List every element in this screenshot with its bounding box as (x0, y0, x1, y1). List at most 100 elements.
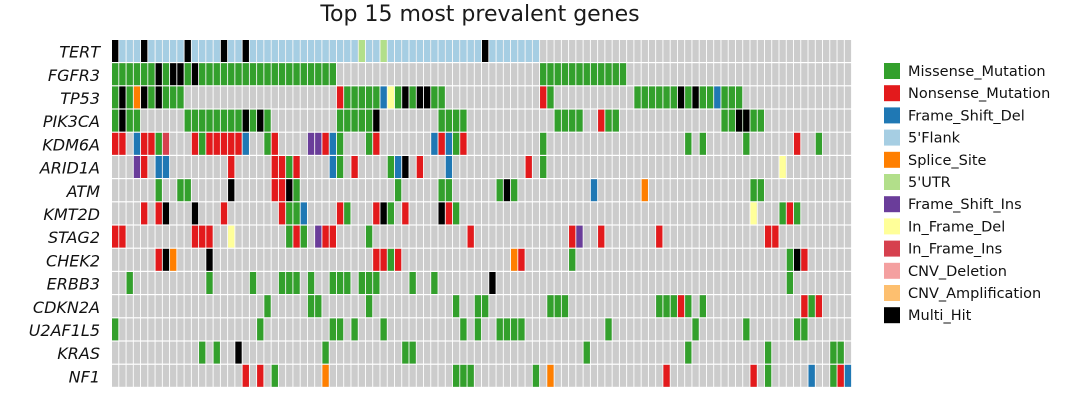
cell-empty (133, 295, 141, 318)
mutation-cell-pik3ca (721, 109, 728, 132)
gene-label-pik3ca: PIK3CA (43, 112, 100, 131)
mutation-cell-chek2 (793, 248, 801, 271)
mutation-cell-atm (750, 179, 757, 202)
cell-empty (598, 202, 605, 225)
mutation-cell-kdm6a (699, 132, 706, 155)
cell-empty (402, 364, 409, 387)
cell-empty (590, 272, 598, 294)
mutation-cell-cdkn2a (547, 295, 554, 318)
cell-empty (373, 295, 380, 318)
cell-empty (532, 202, 540, 225)
cell-empty (605, 156, 612, 178)
mutation-cell-stag2 (199, 225, 206, 248)
cell-empty (692, 40, 699, 62)
cell-empty (830, 40, 837, 62)
cell-empty (482, 248, 489, 271)
cell-empty (764, 248, 772, 271)
cell-empty (387, 295, 395, 318)
cell-empty (750, 248, 757, 271)
mutation-cell-tp53 (423, 86, 431, 109)
cell-empty (358, 132, 366, 155)
cell-empty (264, 341, 271, 364)
cell-empty (126, 248, 133, 271)
cell-empty (663, 179, 670, 202)
cell-empty (271, 109, 278, 132)
mutation-cell-arid1a (540, 156, 547, 178)
mutation-cell-tert (133, 40, 141, 62)
mutation-cell-tert (344, 40, 351, 62)
mutation-cell-tert (141, 40, 148, 62)
mutation-cell-stag2 (191, 225, 199, 248)
cell-empty (184, 318, 191, 341)
cell-empty (300, 318, 307, 341)
mutation-cell-u2af1l5 (112, 318, 119, 341)
cell-empty (554, 86, 561, 109)
cell-empty (677, 225, 685, 248)
cell-empty (315, 364, 322, 387)
mutation-cell-atm (155, 179, 162, 202)
cell-empty (336, 179, 344, 202)
cell-empty (757, 63, 765, 86)
cell-empty (750, 86, 757, 109)
cell-empty (786, 156, 794, 178)
mutation-cell-fgfr3 (126, 63, 133, 86)
cell-empty (830, 272, 837, 294)
cell-empty (656, 364, 663, 387)
cell-empty (402, 272, 409, 294)
cell-empty (801, 156, 808, 178)
cell-empty (670, 202, 677, 225)
mutation-cell-pik3ca (126, 109, 133, 132)
cell-empty (656, 341, 663, 364)
mutation-cell-kdm6a (743, 132, 750, 155)
cell-empty (518, 109, 525, 132)
cell-empty (518, 364, 525, 387)
cell-empty (322, 272, 329, 294)
cell-empty (206, 202, 213, 225)
mutation-cell-u2af1l5 (460, 318, 467, 341)
cell-empty (344, 248, 351, 271)
cell-empty (177, 156, 184, 178)
cell-empty (612, 318, 619, 341)
cell-empty (191, 272, 199, 294)
cell-empty (605, 295, 612, 318)
legend-label: Frame_Shift_Del (908, 108, 1025, 124)
cell-empty (199, 86, 206, 109)
cell-empty (373, 341, 380, 364)
mutation-cell-fgfr3 (112, 63, 119, 86)
cell-empty (779, 109, 786, 132)
mutation-cell-kmt2d (786, 202, 794, 225)
cell-empty (793, 295, 801, 318)
cell-empty (830, 86, 837, 109)
cell-empty (322, 179, 329, 202)
cell-empty (532, 179, 540, 202)
cell-empty (213, 295, 220, 318)
cell-empty (503, 86, 511, 109)
cell-empty (685, 272, 692, 294)
cell-empty (467, 272, 474, 294)
mutation-cell-cdkn2a (801, 295, 808, 318)
cell-empty (808, 109, 815, 132)
cell-empty (837, 318, 844, 341)
cell-empty (119, 364, 126, 387)
cell-empty (692, 156, 699, 178)
cell-empty (329, 295, 336, 318)
mutation-cell-kmt2d (300, 202, 307, 225)
cell-empty (801, 341, 808, 364)
mutation-cell-tert (329, 40, 336, 62)
cell-empty (271, 86, 278, 109)
mutation-cell-arid1a (394, 156, 402, 178)
mutation-cell-tp53 (634, 86, 641, 109)
cell-empty (779, 248, 786, 271)
cell-empty (648, 63, 656, 86)
cell-empty (264, 179, 271, 202)
cell-empty (598, 364, 605, 387)
cell-empty (452, 156, 460, 178)
cell-empty (692, 295, 699, 318)
cell-empty (503, 272, 511, 294)
mutation-cell-pik3ca (257, 109, 264, 132)
cell-empty (532, 63, 540, 86)
cell-empty (576, 272, 583, 294)
cell-empty (692, 364, 699, 387)
mutation-cell-arid1a (402, 156, 409, 178)
cell-empty (242, 318, 249, 341)
